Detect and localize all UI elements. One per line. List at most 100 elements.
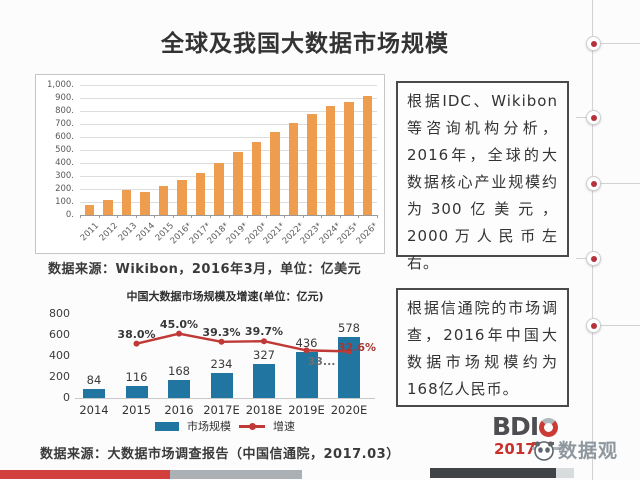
gridline (80, 202, 377, 203)
china-chart-legend: 市场规模 增速 (60, 418, 390, 434)
page-title: 全球及我国大数据市场规模 (161, 31, 449, 57)
bar-value-label: 116 (125, 369, 148, 384)
x-axis-tick-label: 2020E (330, 403, 368, 417)
bar-value-label: 84 (86, 373, 102, 388)
y-axis-tick-label: 700. (55, 119, 74, 129)
axis-tick (358, 215, 360, 218)
panda-icon (534, 440, 554, 461)
timeline-node-icon (586, 36, 601, 51)
gridline (80, 189, 377, 190)
bar (121, 190, 132, 215)
bar (325, 106, 336, 215)
footer-bar-dark (430, 468, 556, 478)
legend-line-swatch (239, 422, 265, 430)
bar (295, 352, 318, 398)
bar (344, 101, 354, 215)
shujuguan-logo: 数据观 (532, 436, 618, 463)
bar (140, 191, 150, 215)
y-axis-tick-label: 600 (49, 328, 70, 341)
gridline (80, 85, 377, 86)
gridline (80, 163, 377, 164)
timeline-node-icon (586, 110, 601, 125)
bdic-logo: BDI 2017 (492, 414, 592, 464)
timeline-connector (599, 43, 640, 44)
axis-tick (135, 215, 137, 218)
bar (307, 113, 317, 215)
legend-label-growth: 增速 (273, 420, 295, 433)
legend-label-market-size: 市场规模 (187, 420, 231, 433)
x-axis-tick-label: 2014 (79, 403, 109, 417)
y-axis-tick-label: 600. (55, 132, 74, 142)
y-axis-tick-label: 0. (65, 210, 74, 220)
axis-tick (98, 215, 100, 218)
y-axis-tick-label: 100. (55, 197, 74, 207)
bar-value-label: 234 (210, 357, 233, 372)
footer-bar-light (556, 468, 574, 478)
bar-value-label: 578 (338, 321, 360, 336)
bar (177, 180, 187, 215)
china-bigdata-chart: 中国大数据市场规模及增速(单位：亿元) 市场规模 增速 0 200 400 600 80… (30, 286, 390, 438)
x-axis-tick-label: 2019E (288, 403, 325, 417)
bar (83, 389, 105, 398)
gridline (80, 176, 377, 177)
timeline-node-icon (586, 176, 601, 191)
bar-value-label: 327 (253, 347, 275, 362)
axis-tick (172, 215, 174, 218)
bdic-year: 2017 (494, 440, 536, 458)
timeline-line (592, 0, 593, 480)
x-axis-tick-label: 2011 (79, 221, 102, 244)
bar (253, 363, 275, 398)
axis-tick (191, 215, 193, 218)
axis-tick (154, 215, 156, 218)
bdic-logo-bd: BD (492, 412, 531, 441)
y-axis-tick-label: 500. (55, 145, 74, 155)
growth-point-label: 33... (307, 355, 336, 369)
info-box-global: 根据IDC、Wikibon等咨询机构分析，2016年，全球的大数据核心产业规模约… (396, 81, 569, 272)
bar (270, 131, 280, 215)
bar (125, 385, 148, 398)
bar (214, 163, 224, 215)
growth-point-label: 32.6% (337, 341, 377, 355)
timeline-connector (576, 117, 588, 118)
y-axis-tick-label: 400. (55, 158, 74, 168)
x-axis-line (75, 398, 375, 399)
growth-line (133, 330, 352, 355)
y-axis-tick-label: 200 (49, 370, 70, 383)
gridline (80, 111, 377, 112)
timeline-connector (599, 183, 640, 184)
timeline-node-icon (586, 318, 601, 333)
x-axis-tick-label: 2018E (245, 403, 283, 417)
y-axis-tick-label: 0 (63, 391, 70, 404)
bar (251, 141, 262, 215)
legend-bar-swatch (155, 421, 179, 431)
x-axis-tick-label: 2012 (97, 221, 121, 244)
footer-bar-red (0, 470, 170, 479)
axis-tick (80, 215, 81, 218)
y-axis-tick-label: 800. (55, 106, 74, 116)
y-axis-tick-label: 900. (55, 93, 74, 103)
axis-tick (209, 215, 211, 218)
china-chart-title: 中国大数据市场规模及增速(单位：亿元) (126, 290, 324, 303)
y-axis-tick-label: 300. (55, 171, 74, 181)
china-chart-source: 数据来源：大数据市场调查报告（中国信通院，2017.03） (40, 447, 400, 462)
x-axis-tick-label: 2014 (134, 221, 158, 244)
bar (158, 186, 169, 215)
growth-point-label: 39.7% (244, 325, 284, 339)
footer-bar-gray (170, 470, 302, 479)
growth-point-label: 45.0% (159, 317, 199, 331)
gridline (80, 137, 377, 138)
bar (233, 151, 243, 215)
bar (84, 205, 94, 215)
x-axis-tick-label: 2016 (164, 403, 194, 417)
axis-tick (284, 215, 286, 218)
global-chart-source: 数据来源：Wikibon，2016年3月，单位：亿美元 (48, 262, 362, 277)
bar-value-label: 436 (295, 336, 318, 351)
y-axis-tick-label: 1,000. (46, 80, 74, 90)
bar (168, 380, 190, 398)
axis-tick (321, 215, 323, 218)
info-box-china: 根据信通院的市场调查，2016年中国大数据市场规模约为168亿人民币。 (396, 288, 569, 407)
x-axis-tick-label: 2015 (121, 403, 152, 417)
bar (288, 122, 299, 215)
bar (338, 337, 360, 398)
